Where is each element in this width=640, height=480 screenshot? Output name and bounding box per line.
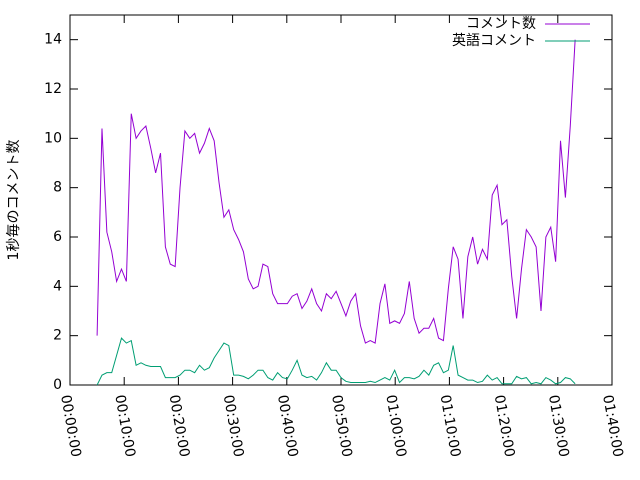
plot-frame xyxy=(69,14,613,386)
legend-label: 英語コメント xyxy=(452,32,536,49)
y-tick-label: 4 xyxy=(53,278,62,294)
x-tick-label: 00:20:00 xyxy=(166,394,193,459)
x-tick-label: 01:00:00 xyxy=(382,394,409,459)
x-tick-label: 01:30:00 xyxy=(545,394,572,459)
legend-label: コメント数 xyxy=(466,16,536,32)
x-tick-label: 00:10:00 xyxy=(111,394,138,459)
x-tick-label: 00:00:00 xyxy=(57,394,84,459)
y-tick-label: 12 xyxy=(44,81,62,97)
x-tick-label: 00:50:00 xyxy=(328,394,355,459)
x-tick-label: 01:10:00 xyxy=(437,394,464,459)
x-tick-label: 01:20:00 xyxy=(491,394,518,459)
y-tick-label: 14 xyxy=(44,32,62,48)
y-tick-label: 2 xyxy=(53,328,62,344)
y-tick-label: 0 xyxy=(53,377,62,393)
series-line xyxy=(96,337,576,386)
series-line xyxy=(96,39,576,344)
y-tick-label: 8 xyxy=(53,180,62,196)
x-tick-label: 00:40:00 xyxy=(274,394,301,459)
x-tick-label: 00:30:00 xyxy=(220,394,247,459)
y-axis-label: 1秒毎のコメント数 xyxy=(6,140,22,261)
x-tick-label: 01:40:00 xyxy=(599,394,626,459)
y-tick-label: 6 xyxy=(53,229,62,245)
y-tick-label: 10 xyxy=(44,130,62,146)
